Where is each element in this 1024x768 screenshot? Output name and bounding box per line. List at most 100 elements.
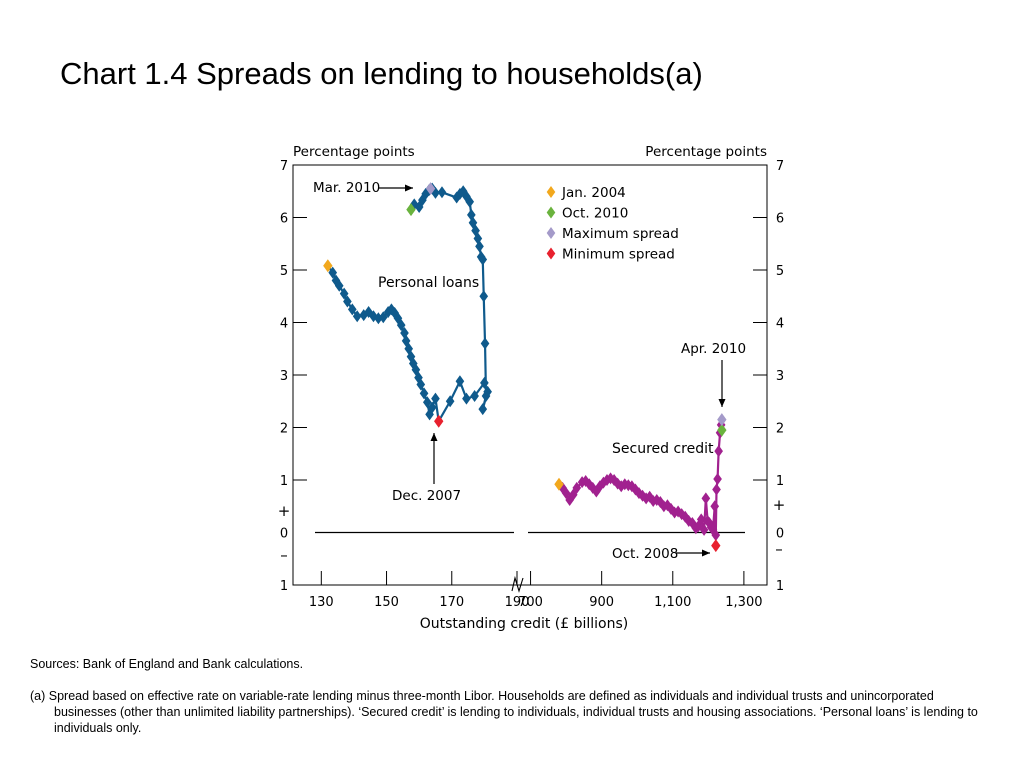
legend-label: Minimum spread <box>562 247 675 263</box>
secured-credit-point <box>609 474 619 486</box>
personal-loans-min-marker <box>434 414 444 428</box>
y-axis-label-left: Percentage points <box>293 144 415 160</box>
apr-2010-label: Apr. 2010 <box>681 341 746 357</box>
axes-layer: 1 1 0 0 1 1 2 2 3 3 4 4 5 5 6 6 7 7 + – + – Percentage points P… <box>278 144 786 632</box>
dec-2007-label: Dec. 2007 <box>392 488 461 504</box>
secured-credit-point <box>711 529 721 542</box>
y-minus-sign-right: – <box>775 540 783 558</box>
personal-loans-point <box>422 396 432 409</box>
legend-marker <box>546 247 556 260</box>
y-tick-label-left: 7 <box>280 159 288 174</box>
personal-loans-point <box>455 375 465 388</box>
y-axis-label-right: Percentage points <box>645 144 767 160</box>
y-tick-label-right: 6 <box>776 212 784 227</box>
secured-credit-point <box>713 472 722 485</box>
personal-loans-point <box>445 395 455 408</box>
personal-loans-point <box>467 208 476 221</box>
legend-label: Jan. 2004 <box>561 185 626 201</box>
personal-loans-point <box>462 392 471 405</box>
slide-title: Chart 1.4 Spreads on lending to househol… <box>60 56 703 91</box>
x-axis-label: Outstanding credit (£ billions) <box>420 616 629 632</box>
y-plus-sign-right: + <box>773 496 786 514</box>
y-tick-label-right: 4 <box>776 317 784 332</box>
x-tick-label: 150 <box>374 595 399 610</box>
personal-loans-point <box>478 403 488 416</box>
personal-loans-point <box>431 392 440 405</box>
personal-loans-point <box>480 376 489 389</box>
secured-credit-point <box>602 474 612 486</box>
secured-credit-point <box>558 481 567 494</box>
apr-2010-arrow-head <box>718 399 726 407</box>
personal-loans-point <box>347 303 357 316</box>
y-tick-label-left: 4 <box>280 317 288 332</box>
secured-credit-point <box>638 489 647 502</box>
personal-loans-point <box>343 295 352 308</box>
secured-credit-point <box>699 523 709 536</box>
y-plus-sign-left: + <box>278 502 291 520</box>
secured-credit-point <box>712 483 721 496</box>
personal-loans-label: Personal loans <box>378 275 479 291</box>
personal-loans-max-marker <box>425 182 436 196</box>
x-tick-label: 170 <box>439 595 464 610</box>
personal-loans-start-marker <box>323 259 333 273</box>
y-minus-sign-left: – <box>280 546 288 564</box>
x-tick-label: 900 <box>589 595 614 610</box>
personal-loans-point <box>378 311 388 324</box>
dec-2007-arrow-head <box>430 433 438 441</box>
y-tick-label-right: 0 <box>776 527 784 542</box>
secured-credit-end-marker <box>717 423 727 437</box>
legend-marker <box>546 186 556 198</box>
y-tick-label-left: 3 <box>280 369 288 384</box>
personal-loans-point <box>452 191 461 204</box>
legend-marker <box>546 227 556 239</box>
legend: Jan. 2004 Oct. 2010 Maximum spread Minimum … <box>546 185 679 263</box>
personal-loans-point <box>419 387 429 400</box>
personal-loans-point <box>334 279 344 292</box>
personal-loans-end-marker <box>406 203 416 217</box>
x-tick-label: 1,300 <box>725 595 762 610</box>
personal-loans-point <box>479 290 489 303</box>
secured-credit-point <box>663 499 672 512</box>
y-tick-label-left: 6 <box>280 212 288 227</box>
secured-credit-point <box>701 492 711 505</box>
secured-credit-point <box>708 523 718 536</box>
x-tick-label: 1,100 <box>654 595 691 610</box>
personal-loans-point <box>339 287 349 300</box>
secured-credit-point <box>696 513 706 526</box>
y-tick-label-right: 1 <box>776 474 784 489</box>
secured-credit-point <box>641 492 651 505</box>
x-tick-label: 700 <box>518 595 543 610</box>
y-tick-label-left: 1 <box>280 579 288 594</box>
legend-label: Oct. 2010 <box>562 206 628 222</box>
secured-credit-label: Secured credit <box>612 441 714 457</box>
legend-label: Maximum spread <box>562 226 679 242</box>
personal-loans-point <box>352 310 362 323</box>
personal-loans-point <box>328 266 338 279</box>
y-tick-label-left: 2 <box>280 422 288 437</box>
mar-2010-label: Mar. 2010 <box>313 180 380 196</box>
legend-marker <box>546 206 556 219</box>
footnote-a: (a) Spread based on effective rate on va… <box>30 689 978 735</box>
secured-credit-point <box>572 481 582 494</box>
y-tick-label-left: 1 <box>280 474 288 489</box>
secured-credit-start-marker <box>554 477 564 491</box>
secured-credit-point <box>710 500 720 513</box>
oct-2008-label: Oct. 2008 <box>612 546 678 562</box>
personal-loans-point <box>470 390 479 402</box>
personal-loans-point <box>427 401 437 414</box>
secured-credit-point <box>634 487 644 500</box>
sources-note: Sources: Bank of England and Bank calcul… <box>30 657 304 671</box>
secured-credit-point <box>673 505 683 518</box>
plot-frame <box>292 164 768 586</box>
y-tick-label-right: 2 <box>776 422 784 437</box>
personal-loans-point <box>437 186 447 199</box>
y-tick-label-right: 5 <box>776 264 784 279</box>
secured-credit-point <box>606 472 615 485</box>
y-tick-label-left: 5 <box>280 264 288 279</box>
personal-loans-point <box>396 319 406 332</box>
x-tick-label: 190 <box>505 595 530 610</box>
secured-credit-point <box>631 483 640 496</box>
personal-loans-point <box>480 337 490 350</box>
y-tick-label-right: 1 <box>776 579 784 594</box>
marker-layer <box>323 182 727 553</box>
